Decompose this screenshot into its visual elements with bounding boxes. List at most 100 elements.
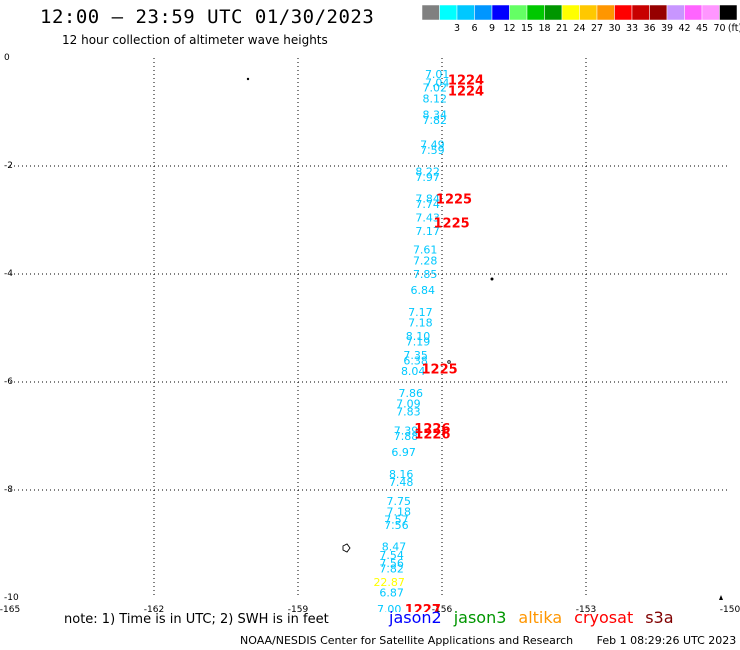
wave-height-label: 7.00 (377, 603, 402, 612)
wave-height-label: 6.97 (391, 446, 416, 459)
wave-height-label: 7.82 (423, 114, 448, 127)
satellite-legend-entry: jason3 (453, 608, 507, 627)
wave-height-label: 7.83 (396, 406, 421, 419)
wave-height-label: 7.97 (415, 171, 440, 184)
legend-label: 18 (538, 23, 550, 34)
island-marker (447, 360, 451, 364)
wave-height-label: 7.84 (415, 192, 440, 205)
legend-label: 15 (521, 23, 533, 34)
x-tick-label: -162 (144, 605, 164, 612)
footer-timestamp: Feb 1 08:29:26 UTC 2023 (596, 634, 737, 647)
wave-height-label: 7.48 (389, 476, 414, 489)
footer: NOAA/NESDIS Center for Satellite Applica… (240, 634, 736, 647)
y-tick-label: -4 (4, 269, 13, 279)
wave-height-label: 7.82 (379, 562, 404, 575)
wave-height-label: 7.09 (396, 398, 421, 411)
wave-height-label: 7.54 (379, 549, 404, 562)
pass-time-label: 1224 (448, 84, 484, 99)
wave-height-label: 7.56 (384, 519, 409, 532)
wave-height-label: 7.74 (415, 198, 440, 211)
pass-time-label: 1225 (434, 217, 470, 232)
legend-label: 33 (626, 23, 638, 34)
legend-label: 45 (696, 23, 708, 34)
pass-time-label: 1225 (422, 363, 458, 378)
y-tick-label: -6 (4, 377, 13, 387)
wave-height-label: 7.75 (387, 495, 412, 508)
pass-time-label: 1225 (436, 192, 472, 207)
wave-height-label: 22.87 (373, 576, 405, 589)
wave-height-label: 8.22 (415, 165, 440, 178)
wave-height-label: 6.38 (403, 354, 428, 367)
legend-label: 6 (471, 23, 477, 34)
island-outline (342, 543, 351, 553)
legend-label: 42 (678, 23, 690, 34)
wave-height-label: 7.57 (384, 514, 409, 527)
wave-height-label: 7.17 (408, 306, 433, 319)
island-marker (246, 77, 250, 81)
x-tick-label: -150 (720, 605, 740, 612)
legend-label: 21 (556, 23, 568, 34)
legend-label: 27 (591, 23, 603, 34)
legend-unit-label: (ft) (728, 23, 740, 34)
satellite-legend-entry: altika (518, 608, 563, 627)
legend-swatch (719, 4, 738, 21)
wave-height-label: 8.10 (406, 330, 431, 343)
wave-height-label: 7.28 (413, 255, 438, 268)
legend-label: 70 (713, 23, 725, 34)
x-tick-label: -153 (576, 605, 596, 612)
legend-label: 39 (661, 23, 673, 34)
wave-height-label: 8.34 (423, 109, 448, 122)
x-tick-label: -159 (288, 605, 309, 612)
wave-height-label: 7.43 (415, 211, 440, 224)
pass-time-label: 1226 (414, 422, 450, 437)
island-outline (719, 595, 723, 600)
wave-height-label: 8.16 (389, 468, 414, 481)
legend-label: 3 (454, 23, 460, 34)
y-tick-label: -8 (4, 485, 13, 495)
pass-time-label: 1224 (448, 74, 484, 89)
wave-height-label: 7.59 (420, 144, 445, 157)
y-tick-label: -2 (4, 161, 13, 171)
wave-height-label: 7.18 (408, 317, 433, 330)
island-marker (490, 277, 494, 281)
wave-height-plot: -165 -162 -159 -156 -153 -150 0 -2 -4 -6 -8 -10 7.01… (0, 53, 740, 612)
wave-height-label: 8.47 (382, 541, 407, 554)
legend-label: 24 (573, 23, 585, 34)
wave-height-label: 8.12 (423, 93, 448, 106)
x-tick-label: -165 (0, 605, 20, 612)
wave-height-label: 7.49 (420, 138, 445, 151)
wave-height-label: 7.88 (394, 430, 419, 443)
wave-height-label: 7.04 (425, 76, 450, 89)
pass-time-label: 1227 (405, 603, 441, 612)
wave-height-label: 7.01 (425, 68, 450, 81)
satellite-legend-entry: jason2 (389, 608, 442, 627)
wave-height-label: 7.18 (387, 506, 412, 519)
wave-height-label: 6.84 (411, 284, 436, 297)
pass-time-label: 1226 (414, 427, 450, 442)
wave-height-label: 7.85 (413, 268, 438, 281)
y-tick-label: -10 (4, 593, 19, 603)
legend-label: 12 (503, 23, 515, 34)
wave-height-label: 7.17 (415, 225, 440, 238)
wave-height-label: 7.02 (423, 82, 448, 95)
satellite-legend-entry: cryosat (574, 608, 634, 627)
page-subtitle: 12 hour collection of altimeter wave hei… (62, 33, 328, 47)
x-tick-label: -156 (432, 605, 453, 612)
satellite-legend: jason2 jason3 altika cryosat s3a (389, 608, 686, 627)
wave-height-label: 7.39 (394, 425, 419, 438)
page-title: 12:00 – 23:59 UTC 01/30/2023 (40, 6, 375, 28)
wave-height-label: 6.87 (379, 587, 404, 600)
wave-height-label: 7.61 (413, 244, 438, 257)
wave-height-label: 7.19 (406, 336, 431, 349)
wave-height-label: 7.35 (403, 349, 428, 362)
units-note: note: 1) Time is in UTC; 2) SWH is in fe… (64, 612, 329, 627)
legend-label: 36 (643, 23, 655, 34)
footer-credit: NOAA/NESDIS Center for Satellite Applica… (240, 634, 574, 647)
wave-height-label: 7.56 (379, 557, 404, 570)
wave-height-label: 7.86 (399, 387, 424, 400)
y-tick-label: 0 (4, 53, 10, 63)
wave-height-label: 8.04 (401, 365, 426, 378)
legend-label: 30 (608, 23, 620, 34)
satellite-legend-entry: s3a (645, 608, 674, 627)
